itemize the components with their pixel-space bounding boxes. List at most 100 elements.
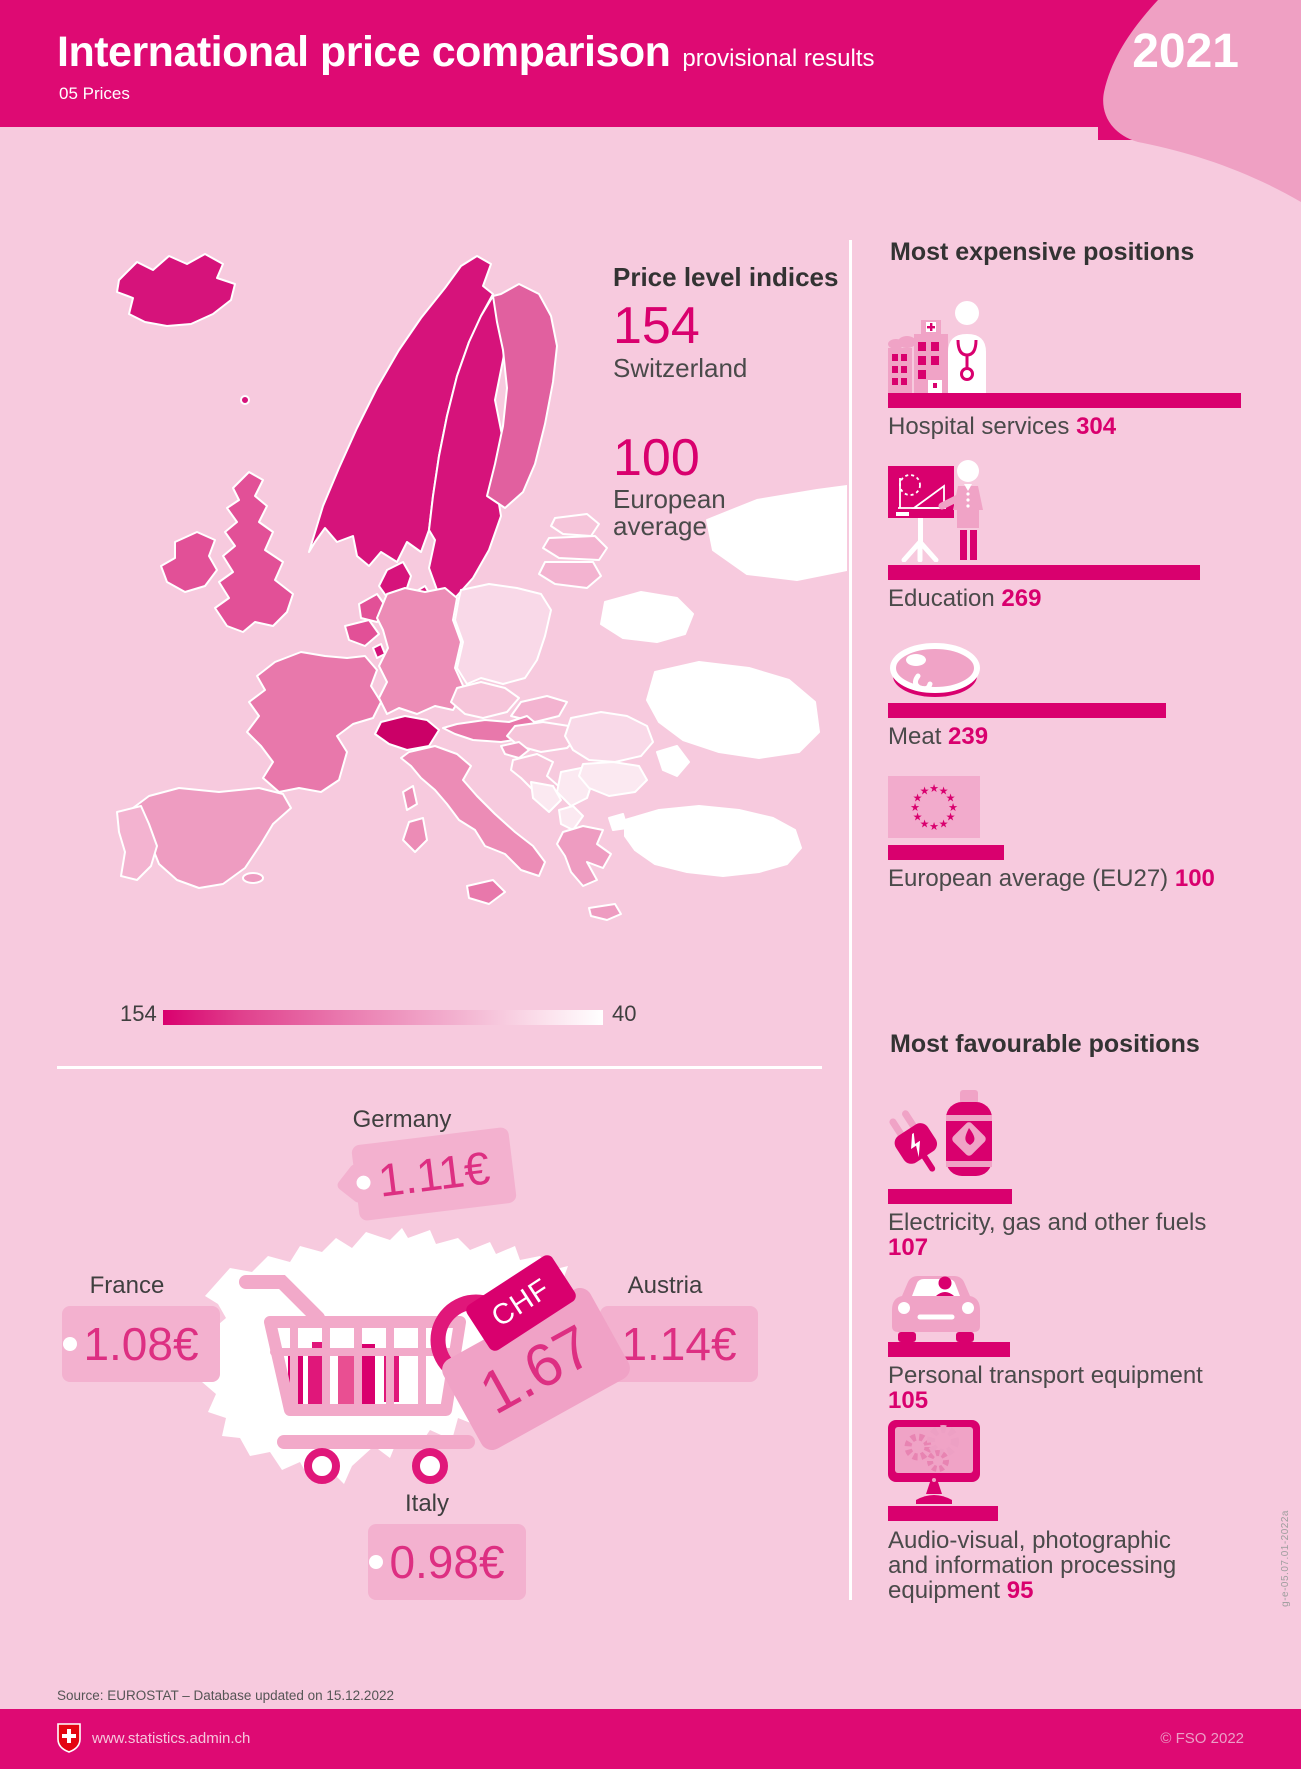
price-tag-italy: 0.98€ <box>368 1524 526 1600</box>
map-country-france <box>246 651 382 793</box>
year-label: 2021 <box>1132 25 1239 78</box>
svg-text:★: ★ <box>929 783 939 795</box>
source-note: Source: EUROSTAT – Database updated on 1… <box>57 1688 394 1703</box>
monitor-icon <box>888 1420 980 1504</box>
map-country-latvia <box>542 535 608 561</box>
svg-text:★: ★ <box>920 819 930 831</box>
label-electricity: Electricity, gas and other fuels 107 <box>888 1209 1207 1261</box>
section-divider-horizontal <box>57 1066 822 1069</box>
legend-max-label: 154 <box>120 1001 157 1026</box>
car-icon <box>892 1276 980 1342</box>
svg-text:★: ★ <box>913 793 923 805</box>
country-label-germany: Germany <box>352 1106 452 1133</box>
svg-text:★: ★ <box>929 821 939 833</box>
map-country-belgium <box>344 619 380 647</box>
map-sardinia <box>402 817 428 853</box>
price-tag-austria: 1.14€ <box>600 1306 758 1382</box>
label-audio-visual: Audio-visual, photographic and informati… <box>888 1527 1177 1604</box>
map-country-slovenia <box>500 741 530 759</box>
bar-electricity <box>888 1189 1012 1204</box>
map-country-bulgaria <box>578 761 648 797</box>
page-title: International price comparison <box>57 28 671 76</box>
map-country-belarus <box>600 591 694 643</box>
copyright-label: © FSO 2022 <box>1160 1730 1244 1747</box>
map-country-switzerland <box>374 715 440 751</box>
map-sicily <box>466 879 506 905</box>
label-hospital-services: Hospital services 304 <box>888 413 1117 440</box>
map-turkey-thrace <box>608 813 628 831</box>
map-country-bosnia <box>530 781 562 813</box>
map-country-romania <box>564 711 654 763</box>
cart-wheel-left <box>304 1448 340 1484</box>
map-country-poland <box>454 583 552 685</box>
label-meat: Meat 239 <box>888 723 989 750</box>
legend-min-label: 40 <box>612 1001 637 1026</box>
map-country-turkey <box>624 805 802 877</box>
map-country-ireland <box>160 531 218 593</box>
expensive-heading: Most expensive positions <box>890 238 1195 266</box>
price-level-label-europe: European average <box>613 484 726 541</box>
svg-text:★: ★ <box>910 802 920 814</box>
price-level-value-switzerland: 154 <box>613 297 700 355</box>
map-country-hungary <box>506 721 580 753</box>
map-country-spain <box>132 787 292 889</box>
svg-text:★: ★ <box>946 793 956 805</box>
map-country-lithuania <box>538 561 602 589</box>
map-country-albania <box>558 805 584 831</box>
map-country-italy <box>400 745 546 877</box>
price-level-label-switzerland: Switzerland <box>613 353 748 383</box>
label-education: Education 269 <box>888 585 1042 612</box>
map-country-germany <box>376 587 466 715</box>
eu-flag-icon: ★ ★★ ★★★ ★★★ ★★★ <box>888 776 980 838</box>
map-country-czechia <box>450 681 520 719</box>
svg-text:★: ★ <box>913 812 923 824</box>
cart-wheel-right <box>412 1448 448 1484</box>
map-country-portugal <box>116 805 158 881</box>
meat-icon <box>890 643 980 697</box>
bar-audio-visual <box>888 1506 998 1521</box>
section-label: 05 Prices <box>59 84 130 103</box>
svg-text:★: ★ <box>920 786 930 798</box>
price-level-value-europe: 100 <box>613 429 700 487</box>
statistics-url-link[interactable]: www.statistics.admin.ch <box>92 1730 251 1747</box>
shopping-cart-icon <box>239 1275 475 1449</box>
header-band: International price comparison provisiona… <box>0 0 1301 127</box>
swiss-confederation-logo <box>57 1723 81 1753</box>
country-label-italy: Italy <box>404 1490 449 1517</box>
map-country-estonia <box>550 513 600 537</box>
bar-education <box>888 565 1200 580</box>
price-tag-france: 1.08€ <box>62 1306 220 1382</box>
europe-choropleth-map <box>116 253 847 921</box>
country-label-austria: Austria <box>627 1272 703 1299</box>
electricity-icon <box>889 1090 992 1176</box>
legend-gradient-bar <box>163 1010 603 1025</box>
education-icon <box>888 460 983 562</box>
page-tagline: provisional results <box>682 45 875 72</box>
footer-bar: www.statistics.admin.ch © FSO 2022 <box>0 1709 1301 1769</box>
map-balearics <box>242 872 264 884</box>
svg-text:★: ★ <box>939 819 949 831</box>
map-country-russia <box>706 485 847 581</box>
svg-text:★: ★ <box>948 802 958 814</box>
map-corsica <box>402 785 418 811</box>
map-country-moldova <box>656 745 690 777</box>
bar-european-average <box>888 845 1004 860</box>
map-country-iceland <box>116 253 236 327</box>
svg-text:★: ★ <box>946 812 956 824</box>
map-country-finland <box>486 283 558 509</box>
map-country-united-kingdom <box>214 471 294 633</box>
map-country-ukraine <box>646 661 820 759</box>
favourable-heading: Most favourable positions <box>890 1030 1200 1058</box>
hospital-icon <box>888 301 986 394</box>
publication-code: g-e-05.07.01-2022a <box>1280 1510 1291 1607</box>
country-label-france: France <box>89 1272 165 1299</box>
bar-personal-transport <box>888 1342 1010 1357</box>
price-level-heading: Price level indices <box>613 262 839 292</box>
label-personal-transport: Personal transport equipment 105 <box>888 1362 1203 1414</box>
bar-meat <box>888 703 1166 718</box>
section-divider-vertical <box>849 240 852 1600</box>
bar-hospital-services <box>888 393 1241 408</box>
map-country-greece <box>556 825 612 887</box>
svg-text:★: ★ <box>939 786 949 798</box>
